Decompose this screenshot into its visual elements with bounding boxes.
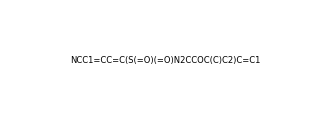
Text: NCC1=CC=C(S(=O)(=O)N2CCOC(C)C2)C=C1: NCC1=CC=C(S(=O)(=O)N2CCOC(C)C2)C=C1 bbox=[70, 55, 261, 65]
